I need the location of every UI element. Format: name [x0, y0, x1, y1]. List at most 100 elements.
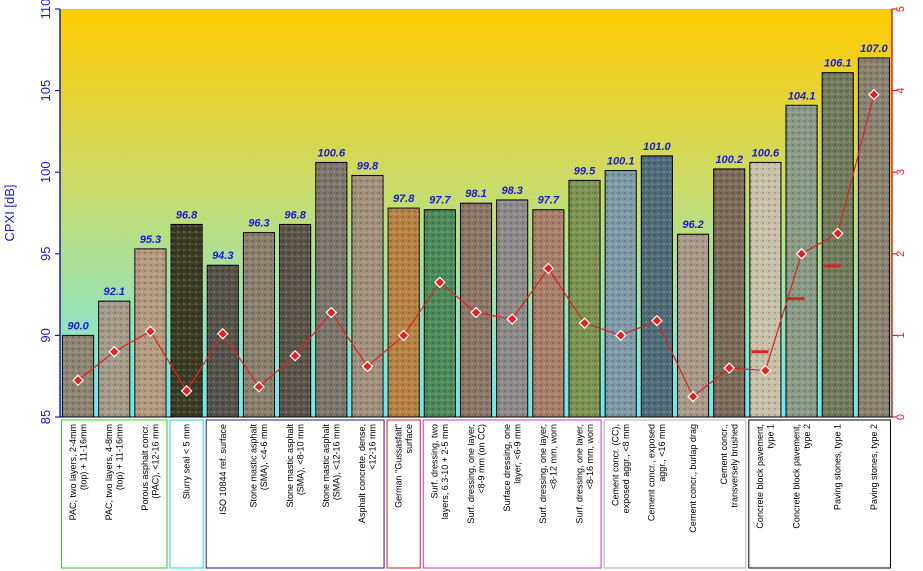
data-point	[831, 227, 844, 240]
value-label: 95.3	[140, 234, 161, 246]
category-group-box	[61, 419, 168, 569]
category-group-box	[422, 419, 602, 569]
data-point	[470, 306, 482, 319]
category-label: Surf. dressing, one layer,<8-9 mm (on CC…	[466, 424, 487, 524]
category-label: Surf. dressing, twolayers, 6.3-10 + 2-5 …	[430, 424, 451, 519]
category-label: Paving stones, type 1	[833, 424, 843, 510]
data-point	[325, 306, 338, 319]
bar-texture	[207, 265, 239, 417]
category-label: Slurry seal < 5 mm	[182, 424, 192, 499]
right-tick-label: 3	[895, 169, 907, 175]
left-tick-label: 105	[38, 80, 53, 102]
value-label: 96.2	[682, 219, 703, 231]
data-point	[72, 374, 84, 387]
bar-texture	[388, 208, 420, 417]
category-label: Surf. dressing, one layer,<8-12 mm, worn	[538, 424, 559, 524]
value-label: 104.1	[788, 90, 816, 102]
category-label: Stone mastic asphalt(SMA), <4-6 mm	[249, 424, 270, 508]
category-label: Surf. dressing, one layer,<8-16 mm, worn	[574, 424, 595, 524]
data-point	[651, 314, 663, 327]
value-label: 107.0	[860, 43, 888, 55]
bar-texture	[641, 155, 673, 417]
bar-texture	[532, 209, 564, 417]
bar-texture	[351, 175, 384, 417]
category-group-box	[205, 419, 385, 569]
data-point	[144, 325, 157, 338]
value-label: 100.2	[715, 154, 743, 166]
data-point	[216, 327, 229, 340]
data-point	[108, 345, 121, 358]
category-label: German "Gussasfalt"surface	[393, 424, 414, 508]
data-point	[578, 317, 591, 330]
category-label: Concrete block pavement,type 1	[755, 424, 776, 529]
data-point	[253, 380, 265, 393]
value-label: 96.8	[176, 209, 198, 221]
data-point	[868, 88, 880, 101]
category-label: ISO 10844 ref. surface	[218, 424, 228, 515]
left-tick-label: 110	[38, 0, 53, 19]
bar-texture	[171, 224, 203, 417]
bar-texture	[822, 72, 854, 417]
category-label: Cement concr., burlap drag	[688, 424, 698, 533]
bar-texture	[496, 199, 528, 417]
value-label: 100.6	[318, 147, 346, 159]
value-label: 92.1	[104, 286, 125, 298]
bar-texture	[315, 162, 347, 417]
right-tick-label: 0	[895, 414, 907, 420]
category-label: Concrete block pavement,type 2	[791, 424, 812, 529]
left-axis-title: CPXI [dB]	[2, 184, 17, 241]
data-point	[180, 385, 193, 397]
left-tick-label: 100	[38, 161, 53, 183]
axes-layer: 85 90 95 100 105 110 CPXI [dB] 0 1 2 3 4 5	[2, 0, 907, 424]
value-label: 100.1	[607, 156, 635, 168]
value-label: 99.8	[357, 160, 379, 172]
data-point	[542, 262, 555, 275]
left-tick-label: 95	[38, 247, 53, 261]
category-label: Stone mastic asphalt(SMA), <12-16 mm	[321, 424, 342, 508]
category-label: Stone mastic asphalt(SMA), <8-10 mm	[285, 424, 306, 508]
category-labels-layer: PAC, two layers, 2-4mm(top) + 11-16mm PAC…	[61, 419, 891, 569]
value-label: 90.0	[67, 320, 89, 332]
bar-texture	[749, 162, 781, 417]
category-label: Asphalt concrete, dense,<12-16 mm	[357, 424, 378, 523]
data-point	[397, 329, 410, 342]
right-tick-label: 4	[895, 88, 907, 94]
left-tick-label: 85	[38, 410, 53, 424]
data-point	[506, 313, 519, 325]
value-label: 96.8	[284, 209, 306, 221]
data-point	[289, 349, 301, 362]
bar-texture	[98, 301, 130, 417]
category-group-box	[748, 419, 891, 569]
right-tick-label: 2	[895, 251, 907, 257]
value-label: 98.3	[501, 185, 522, 197]
category-group-box	[386, 419, 421, 569]
value-label: 97.7	[538, 195, 560, 207]
bar-texture	[424, 209, 456, 417]
data-point	[614, 329, 627, 342]
value-label: 97.8	[393, 193, 415, 205]
bar-texture	[677, 234, 709, 417]
bar-texture	[279, 224, 311, 417]
bar-texture	[713, 168, 745, 417]
data-point	[687, 390, 699, 403]
category-group-box	[603, 419, 747, 569]
bar-texture	[858, 57, 890, 418]
value-labels-layer: 90.0 92.1 95.3 96.8 94.3 96.3 96.8 100.6 99.8 97.…	[67, 43, 888, 332]
category-label: PAC, two layers, 2-4mm(top) + 11-16mm	[68, 424, 89, 520]
value-label: 99.5	[574, 165, 596, 177]
category-label: Cement concr., exposedaggr., <16 mm	[647, 424, 668, 521]
value-label: 94.3	[212, 250, 233, 262]
bar-texture	[605, 170, 637, 417]
value-label: 106.1	[824, 58, 852, 70]
left-tick-label: 90	[38, 328, 53, 342]
value-label: 98.1	[465, 188, 486, 200]
category-label: Cement concr. (CC),exposed aggr., <8 mm	[610, 424, 631, 513]
category-label: Paving stones, type 2	[869, 424, 879, 510]
data-point	[759, 364, 772, 377]
right-series-layer	[72, 88, 880, 403]
category-label: Porous asphalt concr.(PAC), <12-16 mm	[140, 424, 161, 511]
value-label: 101.0	[643, 141, 671, 153]
data-point	[433, 276, 446, 289]
data-point	[795, 247, 808, 260]
